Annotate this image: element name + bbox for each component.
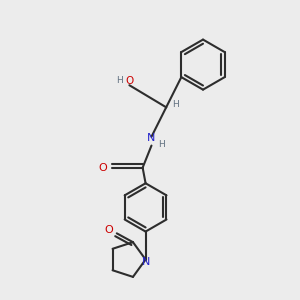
- Text: O: O: [125, 76, 134, 86]
- Text: N: N: [141, 257, 150, 267]
- Text: O: O: [98, 163, 107, 173]
- Text: N: N: [147, 133, 156, 143]
- Text: O: O: [104, 225, 113, 236]
- Text: H: H: [116, 76, 122, 85]
- Text: H: H: [172, 100, 179, 109]
- Text: H: H: [158, 140, 165, 148]
